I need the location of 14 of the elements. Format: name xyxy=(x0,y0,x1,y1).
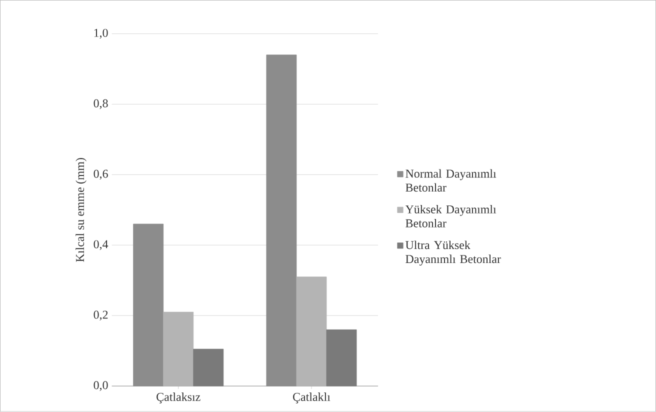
y-tick-label: 0,2 xyxy=(94,310,108,321)
x-tick-label: Çatlaksız xyxy=(156,392,200,404)
y-tick-label: 1,0 xyxy=(94,28,108,39)
bar xyxy=(296,276,327,386)
x-tick-label: Çatlaklı xyxy=(293,392,330,404)
bar xyxy=(163,312,194,386)
legend-label: Normal Dayanımlı Betonlar xyxy=(406,169,496,192)
y-axis-title: Kılcal su emme (mm) xyxy=(76,158,86,262)
legend-label: Ultra Yüksek Dayanımlı Betonlar xyxy=(406,240,501,266)
y-tick-label: 0,4 xyxy=(94,240,108,250)
y-tick-label: 0,6 xyxy=(94,170,108,180)
y-tick-label: 0,0 xyxy=(94,381,108,392)
legend-label: Yüksek Dayanımlı Betonlar xyxy=(405,205,496,228)
y-tick-label: 0,8 xyxy=(94,99,108,110)
